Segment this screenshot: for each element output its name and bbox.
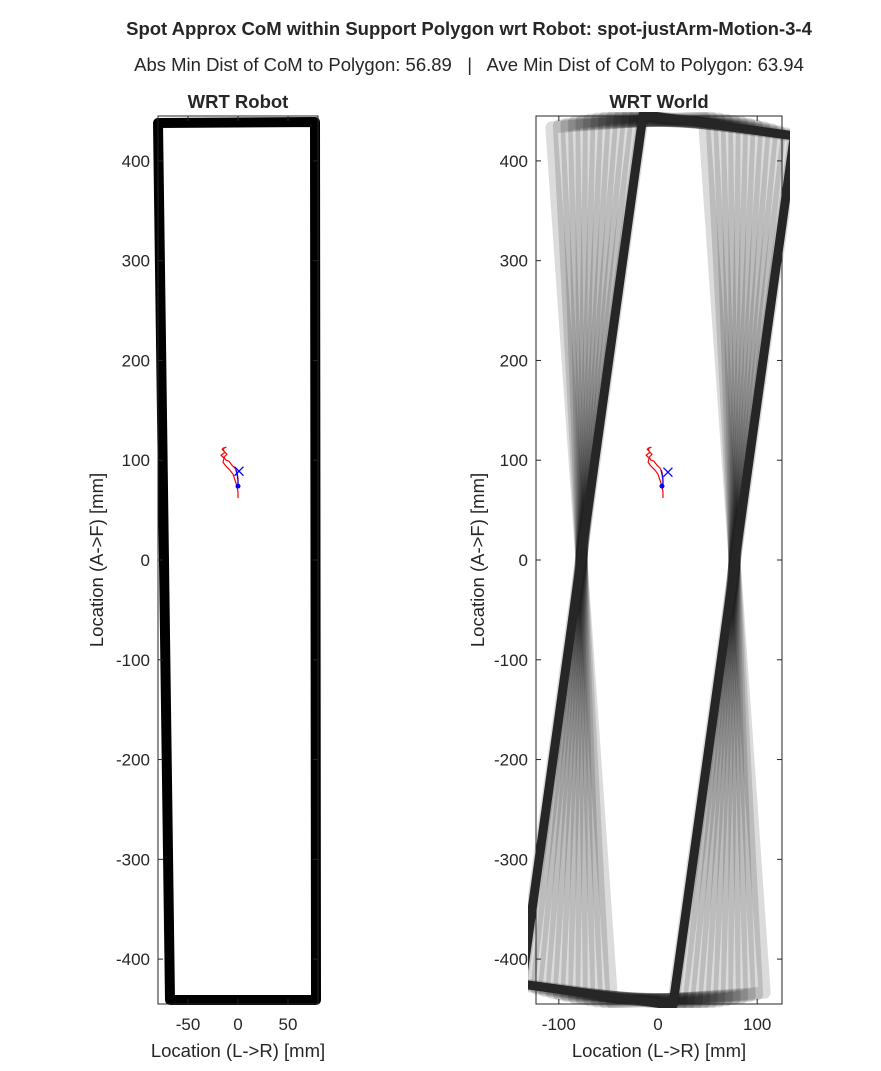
com-start-marker [234,466,244,477]
y-tick-label: -400 [116,950,150,969]
x-tick-label: 100 [743,1015,771,1034]
y-tick-label: -300 [116,850,150,869]
com-trajectory [220,446,239,499]
y-tick-label: 0 [519,551,528,570]
support-polygon [528,112,790,1008]
y-tick-label: 200 [500,351,528,370]
y-tick-label: 400 [500,152,528,171]
y-axis-label: Location (A->F) [mm] [86,473,107,647]
y-tick-label: 300 [500,252,528,271]
y-tick-label: -100 [494,651,528,670]
y-tick-label: 0 [141,551,150,570]
support-polygon [153,116,321,1006]
com-trajectory-segment [235,470,239,487]
y-tick-label: -200 [116,751,150,770]
y-axis-label: Location (A->F) [mm] [467,473,488,647]
x-tick-label: 50 [279,1015,298,1034]
x-tick-label: 0 [233,1015,242,1034]
com-end-marker [235,483,241,489]
x-axis-label: Location (L->R) [mm] [151,1040,325,1061]
com-end-marker [659,483,665,489]
figure-subtitle: Abs Min Dist of CoM to Polygon: 56.89 | … [134,54,804,75]
panel-title: WRT Robot [188,91,289,112]
x-axis-label: Location (L->R) [mm] [572,1040,746,1061]
y-tick-label: -400 [494,950,528,969]
plot-area [153,116,321,1006]
y-tick-label: 100 [500,451,528,470]
y-tick-label: -100 [116,651,150,670]
panel-wrt-robot: WRT Robot -400-300-200-1000100200300400-… [86,91,325,1061]
figure-title: Spot Approx CoM within Support Polygon w… [126,18,812,39]
tick-layer: -400 -300 -200 -100 0 100 200 300 400 -100 0 100 [494,116,782,1034]
panel-wrt-world: WRT World -400-300-200-1000100200300400-… [467,91,790,1061]
tick-layer: -400 -300 -200 -100 0 100 200 300 400 -50 0 50 [116,116,318,1034]
com-trajectory-segment [660,470,664,487]
panel-title: WRT World [609,91,708,112]
y-tick-label: -200 [494,751,528,770]
com-trajectory [645,446,664,499]
x-tick-label: -100 [542,1015,576,1034]
com-start-marker [662,467,673,478]
y-tick-label: 400 [122,152,150,171]
axes-box [157,115,319,1005]
y-tick-label: 300 [122,252,150,271]
y-tick-label: 100 [122,451,150,470]
x-tick-label: -50 [176,1015,201,1034]
x-tick-label: 0 [653,1015,662,1034]
y-tick-label: 200 [122,351,150,370]
y-tick-label: -300 [494,850,528,869]
plot-area [528,112,790,1008]
